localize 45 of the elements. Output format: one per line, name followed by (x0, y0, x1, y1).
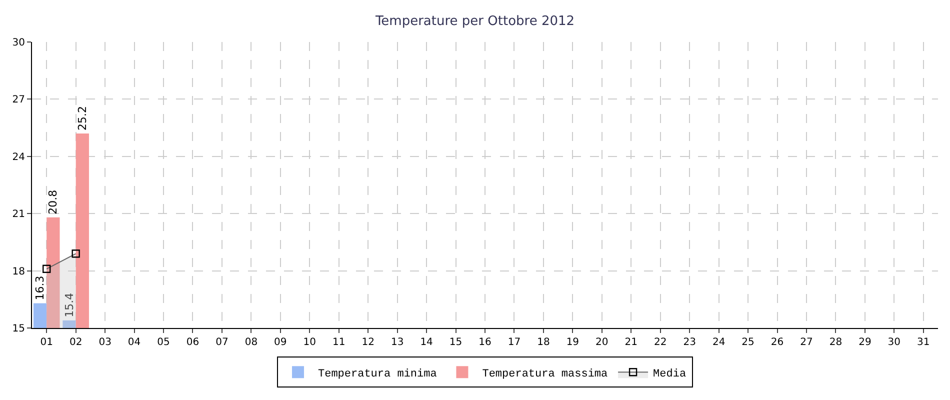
legend-label: Temperatura massima (482, 368, 608, 380)
x-tick-label: 30 (888, 337, 901, 348)
y-tick-label: 18 (12, 266, 25, 278)
x-tick-label: 23 (683, 337, 696, 348)
x-tick-label: 01 (40, 337, 53, 348)
x-tick-label: 12 (362, 337, 374, 348)
x-tick-label: 14 (420, 337, 433, 348)
x-tick-label: 11 (332, 337, 346, 348)
x-tick-label: 07 (216, 337, 228, 348)
x-tick-label: 04 (128, 337, 141, 348)
x-tick-label: 29 (858, 337, 872, 348)
x-tick-label: 15 (449, 337, 462, 348)
x-tick-label: 10 (303, 337, 316, 348)
x-tick-label: 27 (800, 337, 813, 348)
x-tick-label: 21 (624, 337, 638, 348)
y-tick-label: 27 (12, 94, 25, 106)
x-tick-label: 06 (186, 337, 200, 348)
x-tick-label: 28 (829, 337, 842, 348)
data-label: 25.2 (76, 106, 89, 131)
x-tick-label: 18 (537, 337, 550, 348)
legend-label: Temperatura minima (318, 368, 438, 380)
x-tick-label: 02 (69, 337, 82, 348)
x-tick-label: 16 (478, 337, 492, 348)
x-tick-label: 13 (390, 337, 404, 348)
y-tick-label: 24 (12, 152, 25, 163)
x-tick-label: 09 (274, 337, 287, 348)
x-tick-label: 24 (712, 337, 726, 348)
x-tick-label: 26 (770, 337, 784, 348)
x-tick-label: 22 (654, 337, 667, 348)
x-tick-label: 25 (742, 337, 754, 348)
y-tick-label: 15 (12, 324, 25, 334)
data-label: 16.3 (34, 276, 47, 300)
chart-title: Temperature per Ottobre 2012 (374, 14, 575, 30)
data-label: 20.8 (46, 190, 60, 214)
legend-label: Media (653, 368, 686, 380)
x-tick-label: 19 (566, 337, 580, 348)
x-tick-label: 31 (917, 337, 930, 348)
x-tick-label: 03 (98, 337, 112, 348)
x-tick-label: 08 (244, 337, 258, 348)
data-label: 15.4 (62, 292, 76, 318)
y-tick-label: 30 (12, 38, 25, 48)
x-tick-label: 05 (157, 337, 170, 348)
x-tick-label: 17 (508, 337, 521, 348)
x-tick-label: 20 (596, 337, 608, 348)
y-tick-label: 21 (12, 209, 25, 220)
